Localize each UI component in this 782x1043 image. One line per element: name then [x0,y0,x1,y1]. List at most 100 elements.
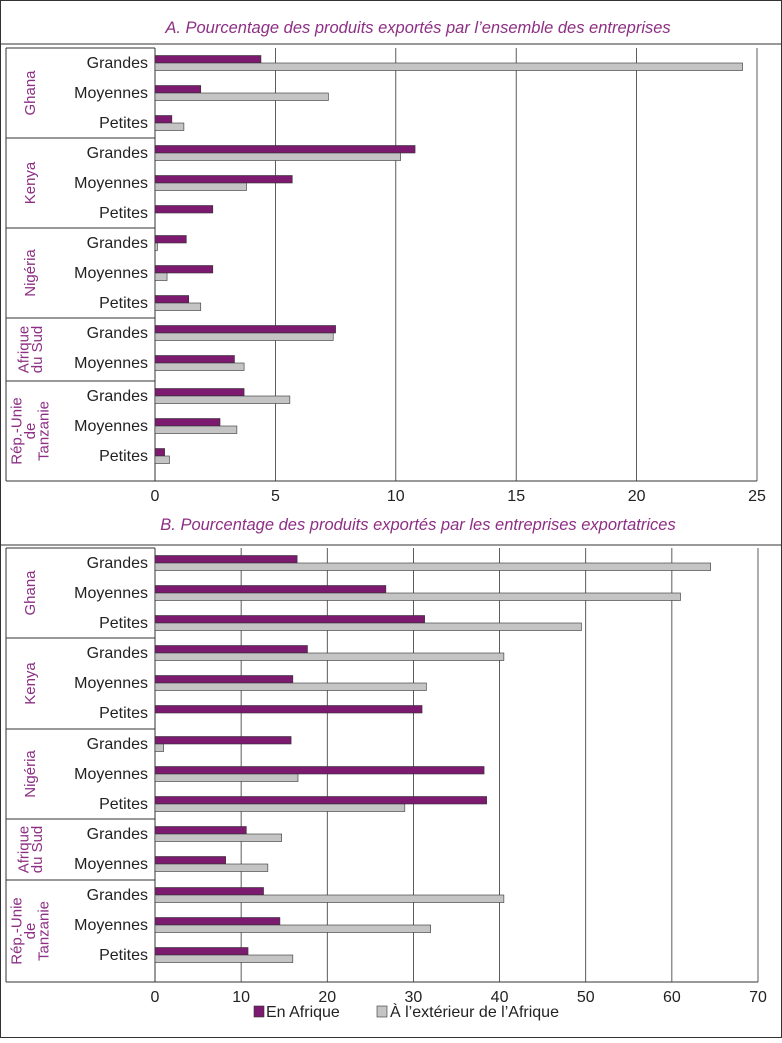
panel-a-title: A. Pourcentage des produits exportés par… [164,19,670,37]
panel-a-country-label: Rép.-UniedeTanzanie [9,397,53,465]
panel-b-country-label-line: de [22,923,39,940]
panel-b-x-tick-label: 50 [577,989,595,1006]
bar-en-afrique [154,448,165,457]
bar-en-afrique [154,826,247,835]
bar-en-afrique [154,917,281,926]
panel-a-country-label-line: Afrique [15,326,32,374]
bar-en-afrique [154,736,292,745]
panel-b-x-tick-label: 20 [318,989,336,1006]
bar-exterieur [154,122,185,131]
bar-en-afrique [154,85,202,94]
bar-exterieur [154,833,282,842]
panel-a-country-label-line: Nigéria [22,249,39,297]
panel-a-category-label: Petites [99,448,148,465]
legend-label-exterieur: À l’extérieur de l’Afrique [390,1002,559,1021]
panel-b-category-label: Moyennes [74,585,148,602]
panel-a-category-label: Petites [99,205,148,222]
panel-a-x-tick-label: 25 [748,488,766,505]
panel-a-category-label: Grandes [87,235,148,252]
panel-b-category-label: Moyennes [74,917,148,934]
bar-exterieur [154,863,269,872]
panel-a-country-label-line: de [22,423,39,440]
bar-en-afrique [154,325,336,334]
panel-b-category-label: Grandes [87,555,148,572]
bar-en-afrique [154,235,187,244]
bar-exterieur [154,652,505,661]
panel-b-country-label: Nigéria [22,750,39,798]
bar-en-afrique [154,55,262,64]
panel-b-x-tick-label: 30 [405,989,423,1006]
panel-a-country-label: Kenya [22,161,39,204]
panel-a-x-tick-label: 20 [628,488,646,505]
panel-a-category-label: Moyennes [74,175,148,192]
bar-en-afrique [154,675,294,684]
panel-b-category-label: Grandes [87,826,148,843]
bar-en-afrique [154,295,190,304]
panel-b-category-label: Grandes [87,645,148,662]
panel-a-country-label-line: Ghana [22,70,39,116]
legend-swatch-en-afrique [253,1005,265,1018]
panel-a-country-label: Afriquedu Sud [15,326,46,374]
panel-b-x-tick-label: 40 [491,989,509,1006]
bar-en-afrique [154,175,293,184]
panel-b-country-label-line: Ghana [22,570,39,616]
panel-b-x-tick-label: 10 [232,989,250,1006]
panel-b-country-label: Rép.-UniedeTanzanie [9,897,53,965]
bar-exterieur [154,362,245,371]
bar-exterieur [154,455,170,464]
legend: En Afrique À l’extérieur de l’Afrique [253,1002,559,1021]
bar-exterieur [154,592,681,601]
bar-exterieur [154,302,202,311]
panel-a-x-tick-label: 10 [387,488,405,505]
bar-en-afrique [154,796,487,805]
bar-exterieur [154,954,294,963]
bar-exterieur [154,743,164,752]
panel-a-x-tick-label: 5 [271,488,280,505]
panel-a-country-label-line: Kenya [22,161,39,204]
bar-en-afrique [154,766,485,775]
bar-exterieur [154,924,431,933]
panel-b-country-label: Kenya [22,662,39,705]
bar-en-afrique [154,615,425,624]
panel-a-category-label: Petites [99,295,148,312]
panel-a-category-label: Moyennes [74,265,148,282]
panel-b-category-label: Moyennes [74,856,148,873]
bar-exterieur [154,773,299,782]
bar-en-afrique [154,355,235,364]
bar-exterieur [154,242,158,251]
panel-b-x-tick-label: 60 [663,989,681,1006]
panel-b-country-label-line: Rép.-Unie [9,897,26,965]
panel-b-country-label: Afriquedu Sud [15,826,46,874]
bar-exterieur [154,622,582,631]
bar-exterieur [154,894,505,903]
panel-a-x-tick-label: 15 [507,488,525,505]
bar-exterieur [154,272,168,281]
bar-en-afrique [154,115,173,124]
bar-en-afrique [154,418,221,427]
panel-b-x-tick-label: 0 [151,989,160,1006]
bar-en-afrique [154,705,423,714]
panel-b-category-label: Moyennes [74,766,148,783]
panel-b-country-label-line: du Sud [29,826,46,874]
bar-en-afrique [154,145,416,154]
panel-a-country-label-line: Tanzanie [36,401,53,461]
panel-b-category-label: Petites [99,705,148,722]
bar-exterieur [154,395,291,404]
panel-b-country-label-line: Kenya [22,662,39,705]
bar-en-afrique [154,887,264,896]
bar-exterieur [154,152,401,161]
panel-a: A. Pourcentage des produits exportés par… [0,19,782,505]
panel-a-category-label: Grandes [87,325,148,342]
panel-a-country-label: Ghana [22,70,39,116]
bar-exterieur [154,62,743,71]
panel-a-category-label: Moyennes [74,85,148,102]
panel-a-category-label: Grandes [87,388,148,405]
panel-a-plot: 0 5 10 15 20 25 Ghana Grandes Moyennes Petites Ken… [0,43,782,505]
bar-en-afrique [154,265,214,274]
bar-exterieur [154,562,711,571]
panel-a-country-label-line: du Sud [29,326,46,374]
legend-label-en-afrique: En Afrique [266,1004,340,1021]
panel-b-country-label-line: Afrique [15,826,32,874]
